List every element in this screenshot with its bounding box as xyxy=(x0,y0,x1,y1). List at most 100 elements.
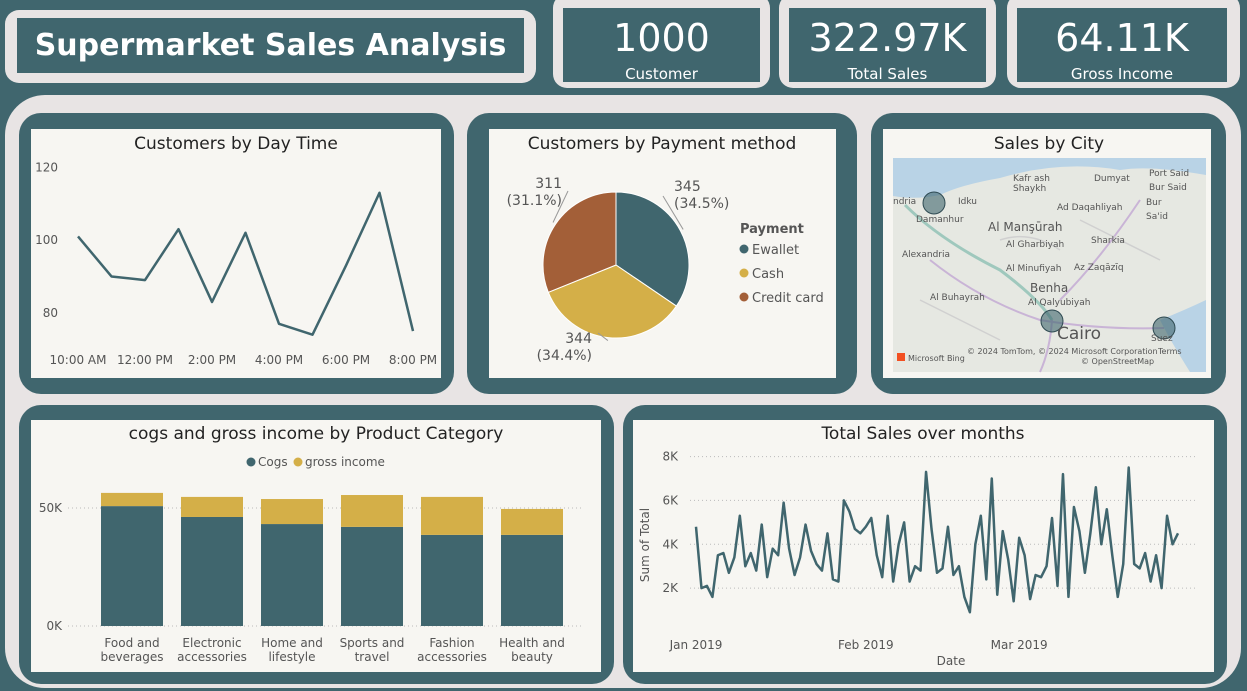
kpi-card: 322.97K Total Sales xyxy=(779,0,996,88)
data-label: 344 xyxy=(565,331,592,347)
data-line xyxy=(77,191,415,336)
data-label: (34.4%) xyxy=(537,348,592,364)
legend-marker xyxy=(739,244,749,254)
map-label: Cairo xyxy=(1057,324,1101,344)
y-axis-title: Sum of Total xyxy=(638,508,652,582)
panel xyxy=(623,405,1227,684)
x-tick-label: Sports and travel xyxy=(339,636,405,664)
bar-segment xyxy=(421,496,483,535)
map-label: Al Buhayrah xyxy=(930,293,985,303)
chart-title: Customers by Payment method xyxy=(528,134,797,154)
bar-segment xyxy=(501,534,563,626)
map-attribution: Terms xyxy=(1157,347,1182,356)
pie-slice xyxy=(542,191,617,293)
map-label: Al Manşūrah xyxy=(988,220,1062,234)
map-label: Suez xyxy=(1151,334,1173,344)
map-label: Kafr ash xyxy=(1013,174,1050,184)
map-attribution: © 2024 TomTom, © 2024 Microsoft Corporat… xyxy=(967,347,1158,356)
y-tick-label: 80 xyxy=(43,306,58,320)
bar-segment xyxy=(341,526,403,626)
chart-title: Customers by Day Time xyxy=(134,134,338,154)
map-attribution: © OpenStreetMap xyxy=(1081,357,1154,366)
legend-label: gross income xyxy=(305,455,385,469)
y-tick-label: 0K xyxy=(46,619,63,633)
map-label: ndria xyxy=(893,197,916,207)
legend-marker xyxy=(739,292,749,302)
kpi-label: Total Sales xyxy=(847,65,928,83)
panel-body xyxy=(633,420,1214,672)
bar-segment xyxy=(181,516,243,626)
bar-segment xyxy=(101,506,163,626)
map-label: Bur Said xyxy=(1149,183,1187,193)
data-label: 345 xyxy=(674,179,701,195)
kpi-label: Customer xyxy=(625,65,698,83)
y-tick-label: 6K xyxy=(662,493,679,507)
map-label: Shaykh xyxy=(1013,184,1046,194)
y-tick-label: 8K xyxy=(662,450,679,464)
map-label: Idku xyxy=(958,197,977,207)
chart-title: cogs and gross income by Product Categor… xyxy=(129,424,504,444)
data-line xyxy=(694,466,1180,614)
legend-marker xyxy=(739,268,749,278)
map-label: Sa'id xyxy=(1146,212,1168,222)
x-tick-label: 2:00 PM xyxy=(188,353,236,367)
map-bubble xyxy=(1040,309,1064,333)
bing-logo xyxy=(897,353,905,361)
kpi-value: 322.97K xyxy=(808,16,967,60)
map-sea xyxy=(893,158,1206,198)
map-label: Al Gharbiyah xyxy=(1006,240,1064,250)
x-tick-label: 8:00 PM xyxy=(389,353,437,367)
x-tick-label: 6:00 PM xyxy=(322,353,370,367)
map-label: Damanhur xyxy=(916,215,964,225)
map-label: Bur xyxy=(1146,198,1162,208)
chart-title: Total Sales over months xyxy=(820,424,1024,444)
map-label: Al Minufiyah xyxy=(1006,264,1061,274)
legend-title: Payment xyxy=(740,222,804,237)
data-label: 311 xyxy=(535,176,562,192)
kpi: 1000 Customer xyxy=(563,8,760,83)
legend-label: Cash xyxy=(752,267,784,282)
leader-line xyxy=(662,195,684,230)
leader-line xyxy=(552,190,569,223)
map-road xyxy=(919,219,1161,341)
map-label: Dumyat xyxy=(1094,174,1130,184)
bar-segment xyxy=(421,534,483,626)
map-label: Port Said xyxy=(1149,169,1189,179)
kpi-value: 64.11K xyxy=(1055,16,1189,60)
x-tick-label: Home and lifestyle xyxy=(261,636,323,664)
bar-segment xyxy=(501,508,563,535)
y-tick-label: 120 xyxy=(35,160,58,174)
x-axis-title: Date xyxy=(937,654,966,668)
bar-segment xyxy=(181,496,243,517)
bar-segment xyxy=(101,492,163,507)
dashboard-title: Supermarket Sales Analysis xyxy=(17,18,524,73)
map-label: Alexandria xyxy=(902,250,950,260)
kpi-card: 1000 Customer xyxy=(553,0,770,88)
y-tick-label: 100 xyxy=(35,233,58,247)
x-tick-label: Jan 2019 xyxy=(669,638,723,652)
kpi: 64.11K Gross Income xyxy=(1017,8,1227,83)
bar-segment xyxy=(341,495,403,527)
y-tick-label: 4K xyxy=(662,537,679,551)
map-attribution: Microsoft Bing xyxy=(908,354,965,363)
map-label: Ad Daqahliyah xyxy=(1057,203,1123,213)
x-tick-label: 4:00 PM xyxy=(255,353,303,367)
kpi: 322.97K Total Sales xyxy=(789,8,986,83)
x-tick-label: 10:00 AM xyxy=(50,353,107,367)
x-tick-label: Health and beauty xyxy=(499,636,565,664)
pie-slice xyxy=(547,264,678,339)
y-tick-label: 2K xyxy=(662,581,679,595)
x-tick-label: Feb 2019 xyxy=(838,638,894,652)
kpi-value: 1000 xyxy=(613,16,710,60)
map-road xyxy=(903,203,1054,321)
legend-label: Ewallet xyxy=(752,243,799,258)
data-label: (31.1%) xyxy=(507,193,562,209)
data-label: (34.5%) xyxy=(674,196,729,212)
map-bubble xyxy=(1152,316,1176,340)
x-tick-label: Fashion accessories xyxy=(417,636,487,664)
kpi-card: 64.11K Gross Income xyxy=(1007,0,1240,88)
kpi-label: Gross Income xyxy=(1070,65,1174,83)
x-tick-label: Mar 2019 xyxy=(991,638,1048,652)
